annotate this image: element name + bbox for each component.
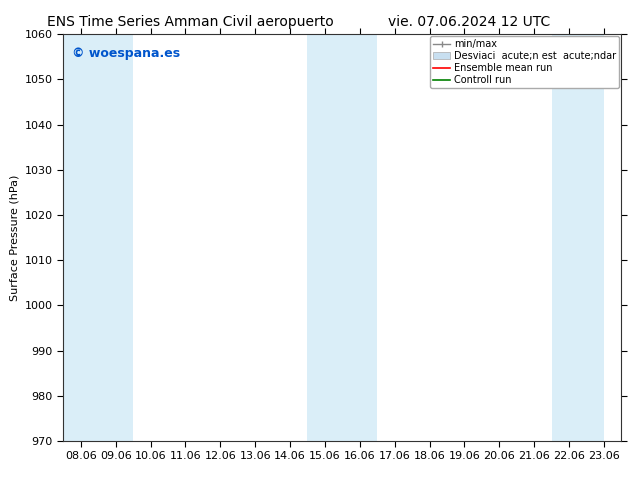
Text: vie. 07.06.2024 12 UTC: vie. 07.06.2024 12 UTC [388, 15, 550, 29]
Y-axis label: Surface Pressure (hPa): Surface Pressure (hPa) [10, 174, 19, 301]
Bar [307, 34, 377, 441]
Bar [552, 34, 604, 441]
Bar [63, 34, 133, 441]
Legend: min/max, Desviaci  acute;n est  acute;ndar, Ensemble mean run, Controll run: min/max, Desviaci acute;n est acute;ndar… [430, 36, 619, 88]
Text: © woespana.es: © woespana.es [72, 47, 180, 59]
Text: ENS Time Series Amman Civil aeropuerto: ENS Time Series Amman Civil aeropuerto [47, 15, 333, 29]
